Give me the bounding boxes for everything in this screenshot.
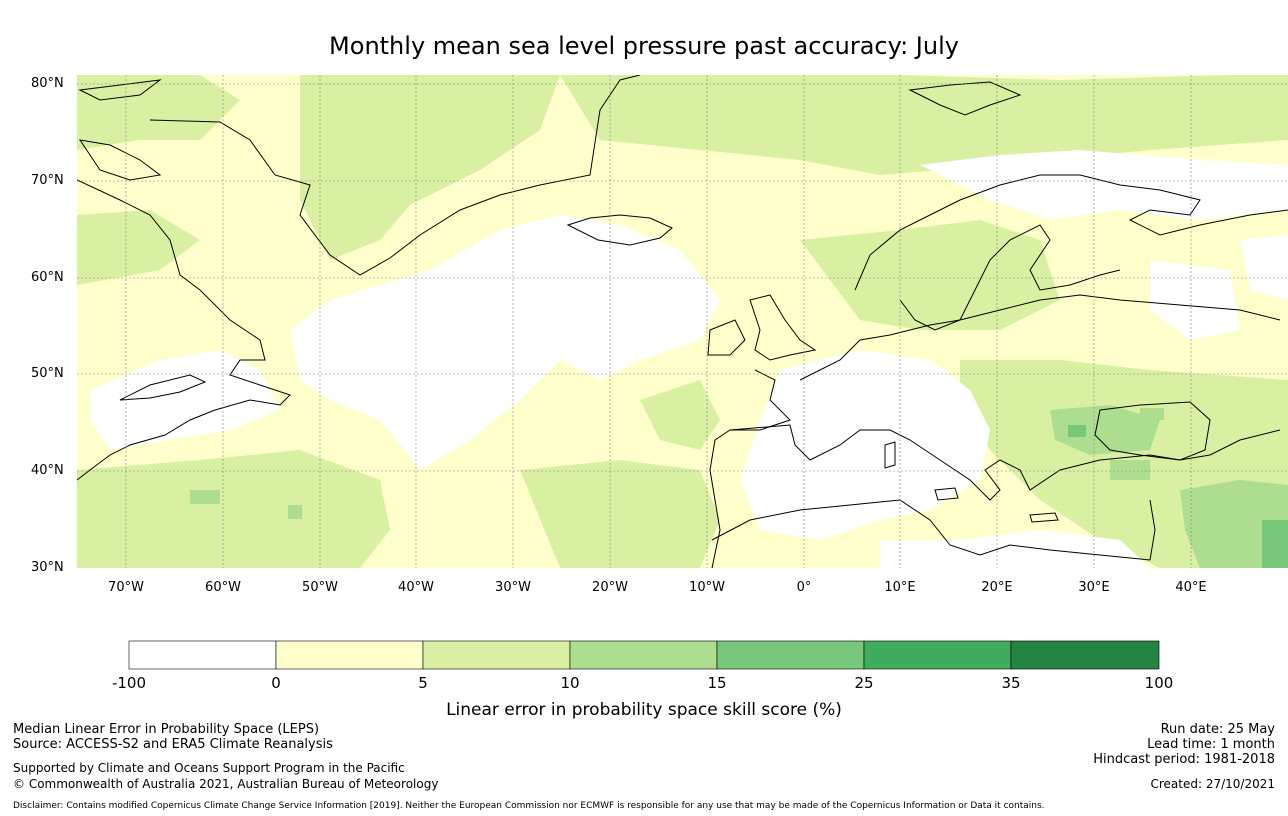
lon-label-30w: 30°W [495, 580, 531, 595]
lon-label-40e: 40°E [1175, 580, 1207, 595]
lon-label-50w: 50°W [302, 580, 338, 595]
footer-copyright: © Commonwealth of Australia 2021, Austra… [13, 777, 439, 791]
lat-label-80n: 80°N [31, 76, 64, 91]
colorbar-tick: 10 [560, 674, 580, 692]
colorbar [128, 640, 1160, 670]
colorbar-segment-1 [128, 640, 277, 670]
colorbar-tick: 5 [418, 674, 428, 692]
lat-label-60n: 60°N [31, 270, 64, 285]
score-15-25-areas [1068, 425, 1288, 568]
score-negative-areas [90, 150, 1288, 568]
lon-label-10e: 10°E [884, 580, 916, 595]
lon-label-70w: 70°W [108, 580, 144, 595]
colorbar-tick: -100 [111, 674, 147, 692]
coastlines [77, 75, 1288, 568]
footer-method: Median Linear Error in Probability Space… [13, 722, 320, 737]
colorbar-title: Linear error in probability space skill … [446, 700, 842, 720]
colorbar-segment-2 [275, 640, 424, 670]
lon-label-20e: 20°E [981, 580, 1013, 595]
lon-label-40w: 40°W [398, 580, 434, 595]
footer-source: Source: ACCESS-S2 and ERA5 Climate Reana… [13, 737, 333, 752]
lon-label-60w: 60°W [205, 580, 241, 595]
lat-label-70n: 70°N [31, 173, 64, 188]
colorbar-segment-7 [1010, 640, 1160, 670]
footer-created: Created: 27/10/2021 [1150, 777, 1275, 791]
score-10-15-areas [190, 405, 1288, 568]
colorbar-segment-3 [422, 640, 571, 670]
lon-label-0: 0° [796, 580, 812, 595]
footer-lead-time: Lead time: 1 month [1147, 737, 1275, 752]
footer-run-date: Run date: 25 May [1160, 722, 1275, 737]
colorbar-tick: 0 [271, 674, 281, 692]
colorbar-tick: 15 [707, 674, 727, 692]
colorbar-tick: 100 [1144, 674, 1174, 692]
graticule [77, 75, 1288, 568]
colorbar-tick: 35 [1001, 674, 1021, 692]
lat-label-40n: 40°N [31, 463, 64, 478]
footer-support: Supported by Climate and Oceans Support … [13, 761, 405, 775]
lat-label-30n: 30°N [31, 560, 64, 575]
footer-disclaimer: Disclaimer: Contains modified Copernicus… [13, 801, 1045, 811]
lon-label-20w: 20°W [592, 580, 628, 595]
lat-label-50n: 50°N [31, 366, 64, 381]
map-title: Monthly mean sea level pressure past acc… [329, 32, 959, 60]
colorbar-segment-5 [716, 640, 865, 670]
lon-label-10w: 10°W [689, 580, 725, 595]
colorbar-segment-4 [569, 640, 718, 670]
colorbar-tick: 25 [854, 674, 874, 692]
lon-label-30e: 30°E [1078, 580, 1110, 595]
colorbar-segment-6 [863, 640, 1012, 670]
footer-hindcast-period: Hindcast period: 1981-2018 [1093, 752, 1275, 767]
